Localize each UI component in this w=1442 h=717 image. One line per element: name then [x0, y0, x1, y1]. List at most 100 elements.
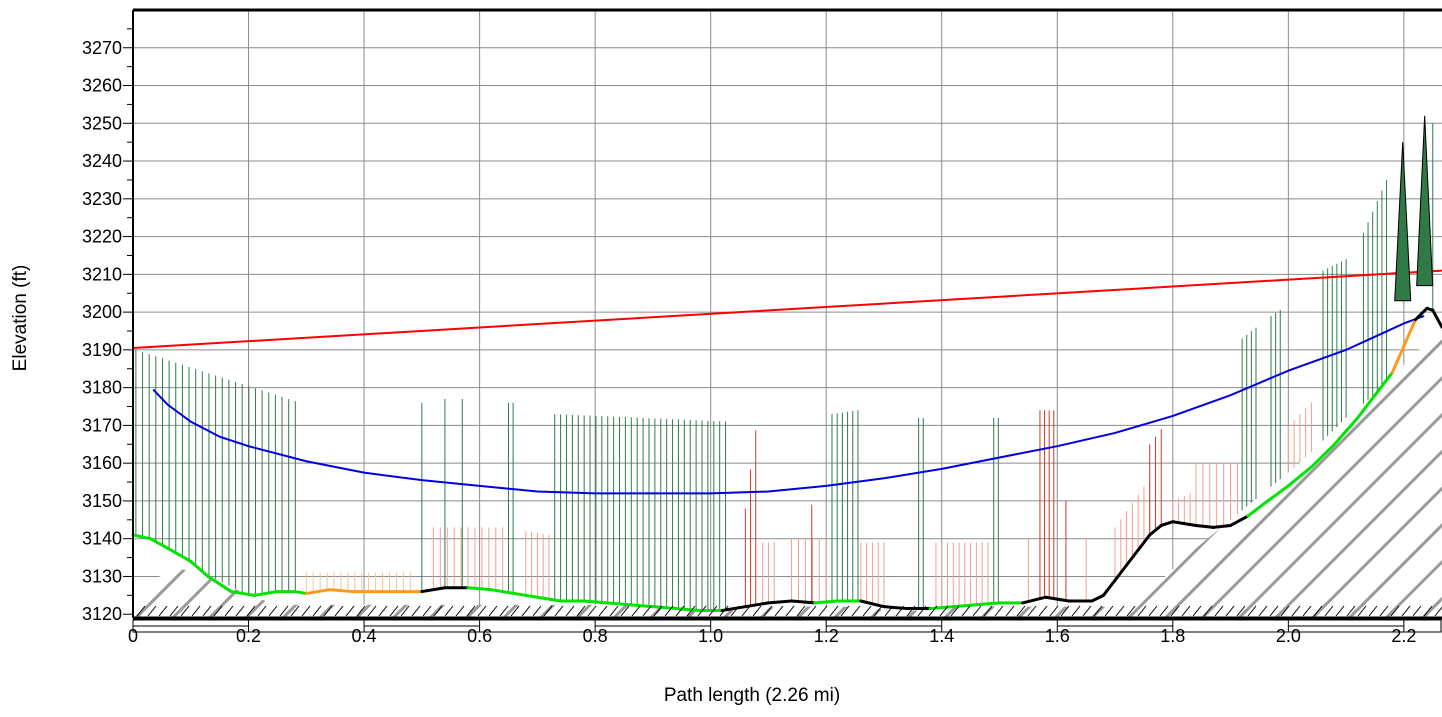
profile-segment	[882, 605, 909, 611]
profile-segment	[1171, 520, 1186, 526]
x-tick-label: 0.6	[467, 626, 492, 646]
ground-tick	[1181, 605, 1191, 617]
x-tick-label: 1.0	[698, 626, 723, 646]
ground-tick	[939, 605, 949, 617]
ground-tick	[1038, 605, 1048, 617]
ground-tick	[1302, 605, 1312, 617]
ground-tick	[1412, 605, 1422, 617]
ground-tick	[1148, 605, 1158, 617]
ground-tick	[1192, 605, 1202, 617]
y-tick-label: 3160	[82, 453, 122, 473]
profile-segment	[535, 595, 562, 603]
profile-segment	[743, 601, 770, 609]
profile-segment	[466, 586, 493, 592]
ground-tick	[972, 605, 982, 617]
x-axis-title: Path length (2.26 mi)	[664, 685, 840, 706]
ground-tick	[455, 605, 465, 617]
tree-icon	[1394, 142, 1412, 302]
ground-tick	[1115, 605, 1125, 617]
profile-segment	[131, 533, 152, 541]
ground-tick	[1291, 605, 1301, 617]
ground-tick	[1016, 605, 1026, 617]
ground-tick	[950, 605, 960, 617]
y-tick-label: 3260	[82, 76, 122, 96]
profile-segment	[1402, 318, 1417, 348]
ground-tick	[543, 605, 553, 617]
ground-tick	[961, 605, 971, 617]
ground-tick	[268, 605, 278, 617]
ground-tick	[180, 605, 190, 617]
axes	[123, 8, 1442, 633]
ground-tick	[279, 605, 289, 617]
y-tick-label: 3210	[82, 264, 122, 284]
ground-tick	[345, 605, 355, 617]
profile-segment	[420, 586, 447, 594]
ground-tick	[697, 605, 707, 617]
ground-tick	[1049, 605, 1059, 617]
profile-segment	[1159, 520, 1175, 527]
ground-tick	[807, 605, 817, 617]
ground-tick	[708, 605, 718, 617]
ground-tick	[631, 605, 641, 617]
y-tick-label: 3240	[82, 151, 122, 171]
ground-tick	[1401, 605, 1411, 617]
profile-segment	[1148, 523, 1163, 537]
ground-tick	[1214, 605, 1224, 617]
ground-tick	[1280, 605, 1290, 617]
ground-tick	[818, 605, 828, 617]
profile-segment	[293, 590, 308, 595]
profile-segment	[1044, 595, 1071, 603]
y-tick-label: 3200	[82, 302, 122, 322]
ground-tick	[422, 605, 432, 617]
ground-tick	[1269, 605, 1279, 617]
ground-tick	[1335, 605, 1345, 617]
profile-segment	[605, 601, 632, 607]
y-axis-title: Elevation (ft)	[10, 265, 31, 372]
ground-tick	[499, 605, 509, 617]
profile-segment	[489, 588, 516, 595]
scale-bar	[132, 619, 1442, 633]
series-layer	[131, 115, 1442, 612]
ground-tick	[664, 605, 674, 617]
profile-segment	[1390, 344, 1406, 375]
profile-segment	[1229, 514, 1250, 527]
ground-tick	[224, 605, 234, 617]
ground-tick	[620, 605, 630, 617]
ground-tick	[334, 605, 344, 617]
profile-segment	[252, 590, 279, 597]
y-tick-label: 3230	[82, 189, 122, 209]
ground-tick	[1324, 605, 1334, 617]
ground-tick	[301, 605, 311, 617]
ground-tick	[730, 605, 740, 617]
ground-tick	[1071, 605, 1081, 617]
profile-segment	[1136, 533, 1152, 552]
ground-tick	[1368, 605, 1378, 617]
ground-tick	[1060, 605, 1070, 617]
ground-tick	[488, 605, 498, 617]
ground-tick	[862, 605, 872, 617]
fresnel-curve	[152, 314, 1425, 495]
obstruction-layer	[135, 123, 1434, 611]
ground-tick	[312, 605, 322, 617]
ground-tick	[202, 605, 212, 617]
ground-tick	[191, 605, 201, 617]
ground-tick	[367, 605, 377, 617]
ground-tick	[1082, 605, 1092, 617]
profile-segment	[512, 591, 539, 599]
profile-segment	[206, 574, 233, 594]
ground-tick	[411, 605, 421, 617]
ground-tick	[1203, 605, 1213, 617]
ground-tick	[1379, 605, 1389, 617]
x-tick-label: 0.8	[583, 626, 608, 646]
profile-segment	[229, 590, 256, 597]
ground-tick	[378, 605, 388, 617]
ground-tick	[851, 605, 861, 617]
ground-tick	[1247, 605, 1257, 617]
ground-tick	[444, 605, 454, 617]
ground-tick	[1159, 605, 1169, 617]
ground-tick	[1104, 605, 1114, 617]
ground-tick	[1126, 605, 1136, 617]
y-tick-label: 3190	[82, 340, 122, 360]
ground-tick	[400, 605, 410, 617]
